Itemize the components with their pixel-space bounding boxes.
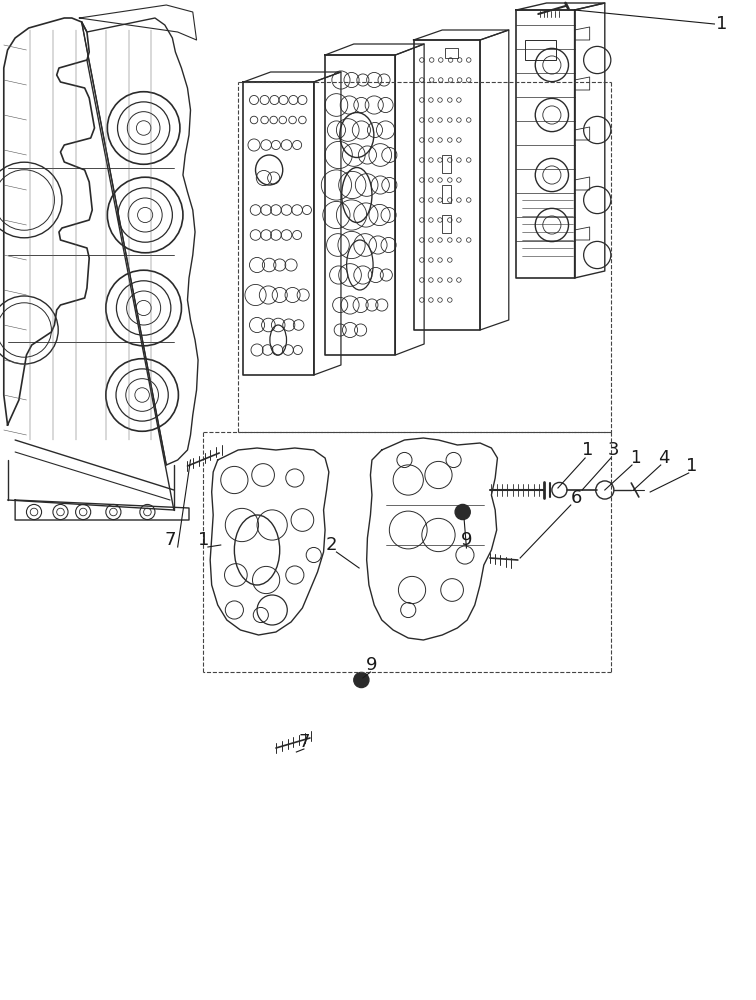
Bar [442, 185, 451, 203]
Text: 1: 1 [198, 531, 210, 549]
Circle shape [455, 504, 470, 520]
Text: 6: 6 [570, 489, 582, 507]
Text: 9: 9 [460, 531, 472, 549]
Text: 7: 7 [164, 531, 176, 549]
Bar [442, 215, 451, 233]
Text: 4: 4 [658, 449, 670, 467]
Text: 9: 9 [366, 656, 378, 674]
Text: 2: 2 [325, 536, 337, 554]
Text: 1: 1 [686, 457, 698, 475]
Text: 1: 1 [582, 441, 594, 459]
Circle shape [354, 672, 369, 688]
Text: 1: 1 [630, 449, 640, 467]
Bar [525, 40, 556, 60]
Bar [442, 155, 451, 173]
Text: 3: 3 [608, 441, 620, 459]
Bar [445, 48, 458, 58]
Text: 1: 1 [716, 15, 728, 33]
Text: 7: 7 [298, 733, 310, 751]
